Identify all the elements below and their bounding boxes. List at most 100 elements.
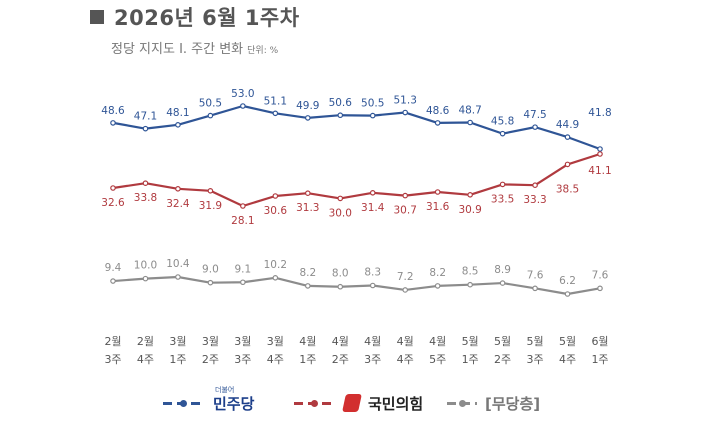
chart-title: 2026년 6월 1주차 [114, 6, 300, 30]
x-tick-week: 4주 [559, 353, 576, 366]
data-label-ppp: 38.5 [556, 183, 579, 195]
data-point-independent [272, 275, 279, 281]
data-label-ppp: 32.4 [166, 198, 190, 210]
data-label-independent: 9.1 [235, 263, 252, 275]
data-point-independent [467, 281, 473, 288]
x-tick-month: 5월 [462, 335, 479, 348]
x-tick-week: 4주 [397, 353, 414, 366]
data-label-ppp: 32.6 [101, 197, 125, 209]
data-label-democratic: 53.0 [231, 88, 254, 100]
x-tick-month: 5월 [559, 335, 576, 348]
data-label-independent: 9.4 [105, 262, 122, 274]
data-label-democratic: 48.6 [426, 105, 450, 117]
data-point-independent [175, 274, 181, 280]
data-point-ppp [110, 185, 116, 191]
data-point-democratic [499, 130, 506, 137]
x-tick-month: 4월 [332, 335, 349, 348]
data-label-independent: 7.6 [527, 269, 544, 281]
x-tick-week: 1주 [169, 353, 186, 366]
x-tick-week: 3주 [104, 353, 121, 366]
series-line-democratic [112, 104, 601, 151]
data-point-democratic [532, 124, 538, 130]
x-axis: 2월 3주 2월 4주 3월 1주 3월 2주 3월 3주 3월 4주 4월 1주 4월 2주 4월 3주 4월 4주… [104, 335, 608, 366]
data-point-independent [142, 275, 149, 282]
data-label-independent: 10.2 [264, 259, 287, 271]
data-point-independent [240, 279, 246, 286]
data-label-independent: 10.4 [166, 258, 190, 270]
chart-title-row: 2026년 6월 1주차 [90, 4, 300, 30]
x-tick-week: 1주 [462, 353, 479, 366]
data-label-ppp: 30.7 [394, 205, 417, 217]
data-point-ppp [175, 186, 181, 192]
data-point-ppp [369, 190, 376, 196]
data-point-democratic [402, 109, 409, 116]
x-tick-week: 3주 [527, 353, 544, 366]
data-point-ppp [564, 161, 571, 168]
data-point-democratic [467, 119, 473, 126]
data-label-democratic: 45.8 [491, 116, 514, 128]
data-label-democratic: 47.5 [523, 109, 546, 121]
data-point-ppp [142, 180, 149, 187]
x-tick-month: 3월 [169, 335, 186, 348]
chart-subtitle: 정당 지지도 Ⅰ. 주간 변화 [111, 42, 244, 57]
data-label-democratic: 48.1 [166, 107, 189, 119]
data-point-democratic [337, 112, 344, 119]
data-label-independent: 8.3 [364, 267, 381, 279]
data-label-democratic: 48.7 [458, 105, 481, 117]
x-tick-month: 3월 [234, 335, 251, 348]
data-label-independent: 10.0 [134, 260, 157, 272]
x-tick-month: 2월 [137, 335, 154, 348]
data-label-independent: 8.0 [332, 268, 349, 280]
data-point-independent [434, 283, 441, 289]
x-tick-week: 3주 [364, 353, 381, 366]
title-square-icon [90, 10, 104, 24]
data-label-ppp: 31.9 [199, 200, 222, 212]
data-point-independent [402, 287, 409, 293]
data-point-ppp [499, 181, 506, 188]
data-label-ppp: 31.4 [361, 202, 385, 214]
data-label-independent: 7.6 [592, 269, 609, 281]
unit-label: 단위: % [247, 46, 279, 56]
data-point-independent [597, 285, 603, 292]
data-point-democratic [564, 134, 571, 140]
data-point-ppp [337, 195, 344, 202]
data-point-ppp [402, 192, 409, 199]
data-point-democratic [304, 115, 311, 121]
data-point-democratic [142, 125, 149, 132]
x-tick-week: 3주 [234, 353, 251, 366]
x-tick-month: 3월 [267, 335, 284, 348]
data-label-ppp: 33.3 [523, 194, 546, 206]
data-label-democratic: 49.9 [296, 100, 319, 112]
data-label-ppp: 30.6 [264, 205, 288, 217]
data-point-ppp [304, 190, 311, 197]
x-tick-month: 6월 [591, 335, 608, 348]
data-label-ppp: 31.6 [426, 201, 450, 213]
data-label-independent: 6.2 [559, 275, 576, 287]
data-label-independent: 9.0 [202, 264, 219, 276]
chart-subtitle-row: 정당 지지도 Ⅰ. 주간 변화 단위: % [111, 38, 278, 57]
x-tick-week: 5주 [429, 353, 446, 366]
data-label-democratic: 41.8 [588, 107, 611, 119]
data-point-democratic [369, 112, 376, 119]
data-point-independent [304, 283, 311, 289]
data-label-democratic: 44.9 [556, 119, 579, 131]
x-tick-month: 4월 [429, 335, 446, 348]
data-point-democratic [597, 146, 603, 152]
x-tick-month: 4월 [364, 335, 381, 348]
x-tick-week: 2주 [494, 353, 511, 366]
data-label-independent: 7.2 [397, 271, 414, 283]
x-tick-week: 4주 [137, 353, 154, 366]
data-label-ppp: 30.9 [458, 204, 481, 216]
data-label-democratic: 48.6 [101, 105, 125, 117]
x-tick-week: 2주 [332, 353, 349, 366]
data-point-ppp [532, 182, 538, 189]
data-point-ppp [597, 151, 603, 157]
x-tick-month: 2월 [104, 335, 121, 348]
data-point-democratic [110, 120, 116, 126]
series-democratic: 48.6 47.1 48.1 50.5 53.0 51.1 49.9 50.6 50.5 51.3… [101, 88, 612, 152]
data-point-democratic [175, 122, 181, 128]
data-label-independent: 8.9 [494, 264, 511, 276]
data-label-democratic: 50.5 [199, 98, 222, 110]
data-point-independent [564, 291, 571, 297]
